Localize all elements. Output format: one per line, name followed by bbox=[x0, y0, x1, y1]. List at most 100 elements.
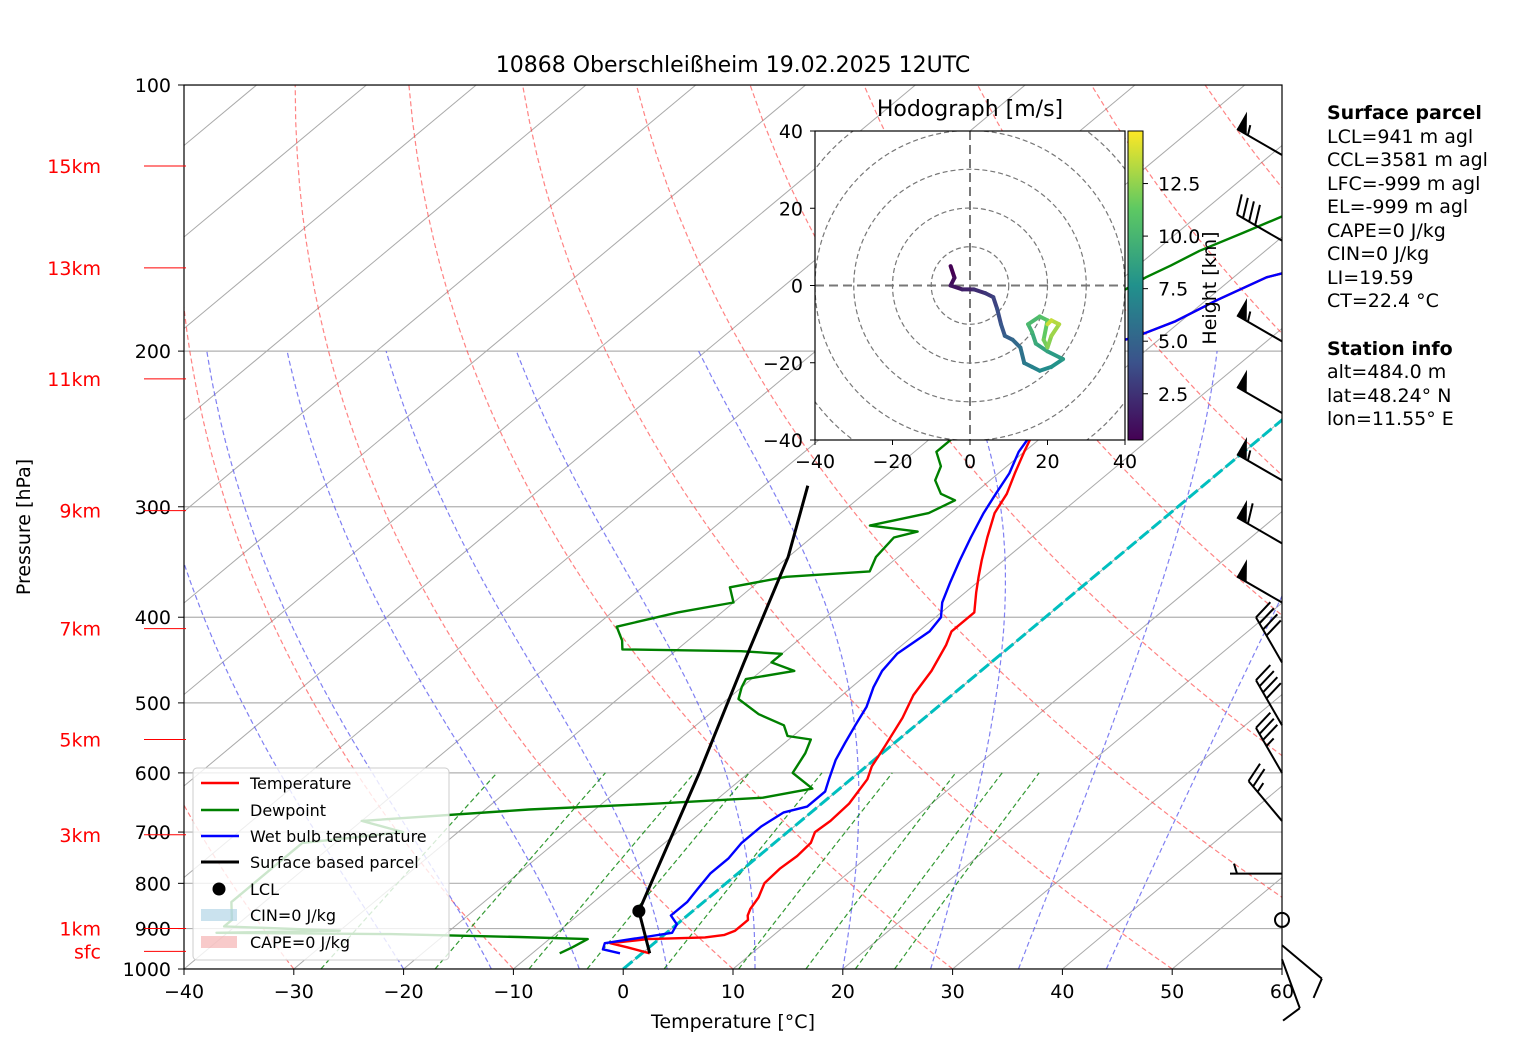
isotherm-line bbox=[184, 85, 697, 513]
surface-parcel-ct: CT=22.4 °C bbox=[1327, 290, 1439, 312]
isotherm-line bbox=[403, 236, 1282, 969]
barb-full bbox=[1246, 503, 1254, 524]
wind-barb bbox=[1235, 194, 1283, 242]
hodograph-trace bbox=[948, 264, 1065, 373]
colorbar-tick-label: 10.0 bbox=[1158, 226, 1200, 248]
wind-barbs bbox=[1230, 111, 1323, 1022]
hodograph-x-tick-label: 20 bbox=[1035, 451, 1059, 473]
hodograph-segment bbox=[995, 306, 1003, 327]
dry-adiabat-line bbox=[184, 302, 514, 969]
barb-full bbox=[1282, 1007, 1301, 1022]
hodograph-x-tick-label: 40 bbox=[1113, 451, 1137, 473]
barb-half bbox=[1246, 311, 1252, 322]
barb-full bbox=[1255, 711, 1272, 729]
barb-full bbox=[1262, 724, 1279, 741]
hodograph-segment bbox=[1045, 318, 1054, 327]
lcl-point bbox=[632, 904, 646, 918]
height-tick-label: 3km bbox=[59, 825, 101, 847]
x-tick-label: −40 bbox=[164, 981, 204, 1003]
height-tick-label: 11km bbox=[47, 369, 101, 391]
isotherm-line bbox=[293, 144, 1282, 969]
x-tick-label: 40 bbox=[1050, 981, 1074, 1003]
isotherm-line bbox=[952, 693, 1282, 969]
info-spacer bbox=[1327, 314, 1488, 338]
moist-adiabat-line bbox=[515, 350, 756, 969]
y-tick-label: 500 bbox=[135, 693, 171, 715]
x-tick-label: 0 bbox=[617, 981, 629, 1003]
wind-barb bbox=[1236, 436, 1283, 482]
barb-half bbox=[1246, 124, 1252, 136]
colorbar-tick-label: 12.5 bbox=[1158, 174, 1200, 196]
mixing-ratio-line bbox=[528, 772, 695, 969]
height-tick-label: 5km bbox=[59, 729, 101, 751]
dry-adiabat-line bbox=[635, 85, 1282, 899]
hodograph-y-tick-label: −20 bbox=[763, 353, 803, 375]
dry-adiabat-line bbox=[294, 85, 734, 969]
barb-full bbox=[1262, 613, 1279, 631]
mixing-ratio-line bbox=[894, 772, 1040, 969]
mixing-ratio-line bbox=[663, 772, 823, 969]
hodograph-segment bbox=[948, 264, 957, 280]
info-panel: Surface parcel LCL=941 m agl CCL=3581 m … bbox=[1327, 102, 1488, 432]
calm-circle bbox=[1274, 911, 1290, 928]
moist-adiabat-line bbox=[1105, 594, 1282, 969]
colorbar-label: Height [km] bbox=[1199, 231, 1221, 344]
barb-pennant bbox=[1236, 298, 1247, 321]
barb-full bbox=[1255, 664, 1272, 681]
station-info-heading: Station info bbox=[1327, 337, 1453, 360]
legend-label-cin: CIN=0 J/kg bbox=[250, 906, 336, 925]
barb-pennant bbox=[1236, 436, 1247, 460]
wind-barb bbox=[1281, 944, 1323, 999]
surface-parcel-cin: CIN=0 J/kg bbox=[1327, 243, 1430, 265]
hodograph-segment bbox=[971, 287, 988, 296]
colorbar bbox=[1127, 130, 1144, 441]
hodograph-y-tick-label: 20 bbox=[779, 198, 803, 220]
barb-pennant bbox=[1236, 559, 1247, 583]
barb-half bbox=[1265, 737, 1275, 747]
moist-adiabat-line bbox=[206, 351, 492, 969]
moist-adiabat-line bbox=[385, 350, 668, 969]
mixing-ratio-line bbox=[738, 772, 893, 969]
x-tick-label: −10 bbox=[493, 981, 533, 1003]
height-tick-label: sfc bbox=[74, 941, 101, 963]
moist-adiabat-line bbox=[1017, 351, 1218, 969]
colorbar-tick-label: 2.5 bbox=[1158, 384, 1188, 406]
dry-adiabat-line bbox=[522, 85, 1173, 969]
hodograph-segment bbox=[1030, 330, 1038, 346]
y-tick-label: 400 bbox=[135, 607, 171, 629]
barb-shaft bbox=[1236, 128, 1283, 156]
x-axis-ticks: −40 −30 −20 −10 0 10 20 30 40 50 60 bbox=[164, 969, 1294, 1003]
hodograph-x-tick-label: 0 bbox=[964, 451, 976, 473]
x-tick-label: 60 bbox=[1270, 981, 1294, 1003]
hodograph-ticks: −40 −20 0 20 40 40 20 0 −20 −40 bbox=[763, 121, 1137, 473]
moist-adiabat-line bbox=[930, 350, 1007, 969]
wind-barb bbox=[1255, 664, 1283, 726]
x-tick-label: 50 bbox=[1160, 981, 1184, 1003]
wind-barb bbox=[1230, 863, 1282, 875]
x-tick-label: 20 bbox=[831, 981, 855, 1003]
hodograph-segment bbox=[1049, 322, 1062, 338]
barb-shaft bbox=[1255, 727, 1283, 774]
hodograph-segment bbox=[948, 283, 965, 292]
wind-barb bbox=[1281, 958, 1301, 1022]
station-info-lon: lon=11.55° E bbox=[1327, 408, 1454, 430]
wind-barb bbox=[1247, 763, 1283, 822]
hodograph-y-tick-label: 40 bbox=[779, 121, 803, 143]
height-tick-label: 13km bbox=[47, 258, 101, 280]
barb-full bbox=[1247, 763, 1261, 782]
wind-barb bbox=[1274, 911, 1290, 928]
legend-label-cape: CAPE=0 J/kg bbox=[250, 933, 350, 952]
barb-shaft bbox=[1247, 780, 1283, 822]
wind-barb bbox=[1236, 369, 1283, 414]
x-tick-label: 30 bbox=[941, 981, 965, 1003]
y-axis-label: Pressure [hPa] bbox=[13, 459, 35, 595]
x-axis-label: Temperature [°C] bbox=[650, 1011, 815, 1033]
surface-parcel-lcl: LCL=941 m agl bbox=[1327, 125, 1474, 148]
surface-parcel-ccl: CCL=3581 m agl bbox=[1327, 149, 1488, 171]
hodograph: −40 −20 0 20 40 40 20 0 −20 −40 Hodograph [m/s] 2… bbox=[763, 97, 1221, 473]
barb-full bbox=[1262, 676, 1279, 694]
barb-shaft bbox=[1255, 616, 1283, 663]
legend-label-parcel: Surface based parcel bbox=[250, 853, 419, 872]
y-tick-label: 800 bbox=[135, 873, 171, 895]
hodograph-x-tick-label: −20 bbox=[872, 451, 912, 473]
